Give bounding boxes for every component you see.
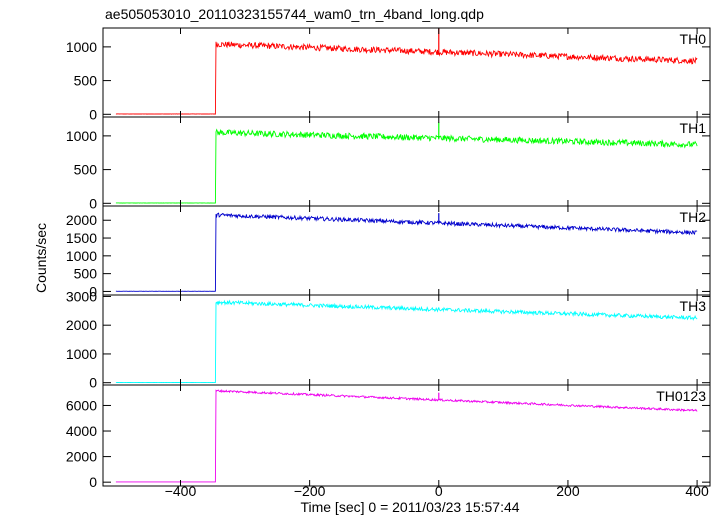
y-tick-label: 1000 <box>66 39 97 55</box>
y-tick-label: 0 <box>89 474 97 490</box>
x-tick-label: −200 <box>294 483 326 499</box>
panel-frame <box>102 384 711 487</box>
panel-th0123: 0 2000 4000 6000 TH0123 <box>66 384 711 490</box>
panel-th3: 0 1000 2000 3000 TH3 <box>66 288 711 391</box>
y-tick-label: 0 <box>89 375 97 391</box>
panel-frame <box>102 27 711 118</box>
chart-title: ae505053010_20110323155744_wam0_trn_4ban… <box>105 6 484 22</box>
y-tick-label: 1500 <box>66 230 97 246</box>
series-line-th1 <box>115 128 698 204</box>
panel-label-th0123: TH0123 <box>656 388 706 404</box>
y-axis-label: Counts/sec <box>33 223 49 293</box>
series-line-th2 <box>115 212 698 292</box>
x-tick-label: 400 <box>685 483 709 499</box>
y-tick-label: 6000 <box>66 397 97 413</box>
y-tick-label: 4000 <box>66 423 97 439</box>
y-tick-label: 3000 <box>66 288 97 304</box>
x-axis: −400 −200 0 200 400 <box>165 483 709 499</box>
panel-th0: 0 500 1000 TH0 <box>66 27 711 122</box>
series-line-th3 <box>115 299 698 384</box>
y-tick-label: 2000 <box>66 317 97 333</box>
panel-label-th2: TH2 <box>680 209 707 225</box>
y-tick-label: 500 <box>74 266 98 282</box>
y-tick-label: 1000 <box>66 128 97 144</box>
panel-frame <box>102 116 711 207</box>
panel-th1: 0 500 1000 TH1 <box>66 116 711 211</box>
x-tick-label: −400 <box>165 483 197 499</box>
panel-label-th3: TH3 <box>680 298 707 314</box>
x-tick-label: 200 <box>556 483 580 499</box>
series-line-th0123 <box>115 388 698 483</box>
panel-frame <box>102 205 711 296</box>
y-tick-label: 0 <box>89 106 97 122</box>
panel-label-th1: TH1 <box>680 120 707 136</box>
panel-label-th0: TH0 <box>680 31 707 47</box>
y-tick-label: 2000 <box>66 212 97 228</box>
y-tick-label: 2000 <box>66 449 97 465</box>
x-axis-label: Time [sec] 0 = 2011/03/23 15:57:44 <box>300 499 519 515</box>
y-tick-label: 500 <box>74 162 98 178</box>
series-line-th0 <box>115 41 698 115</box>
y-tick-label: 1000 <box>66 346 97 362</box>
y-tick-label: 1000 <box>66 248 97 264</box>
y-tick-label: 0 <box>89 283 97 299</box>
y-tick-label: 0 <box>89 195 97 211</box>
x-tick-label: 0 <box>435 483 443 499</box>
y-tick-label: 500 <box>74 73 98 89</box>
